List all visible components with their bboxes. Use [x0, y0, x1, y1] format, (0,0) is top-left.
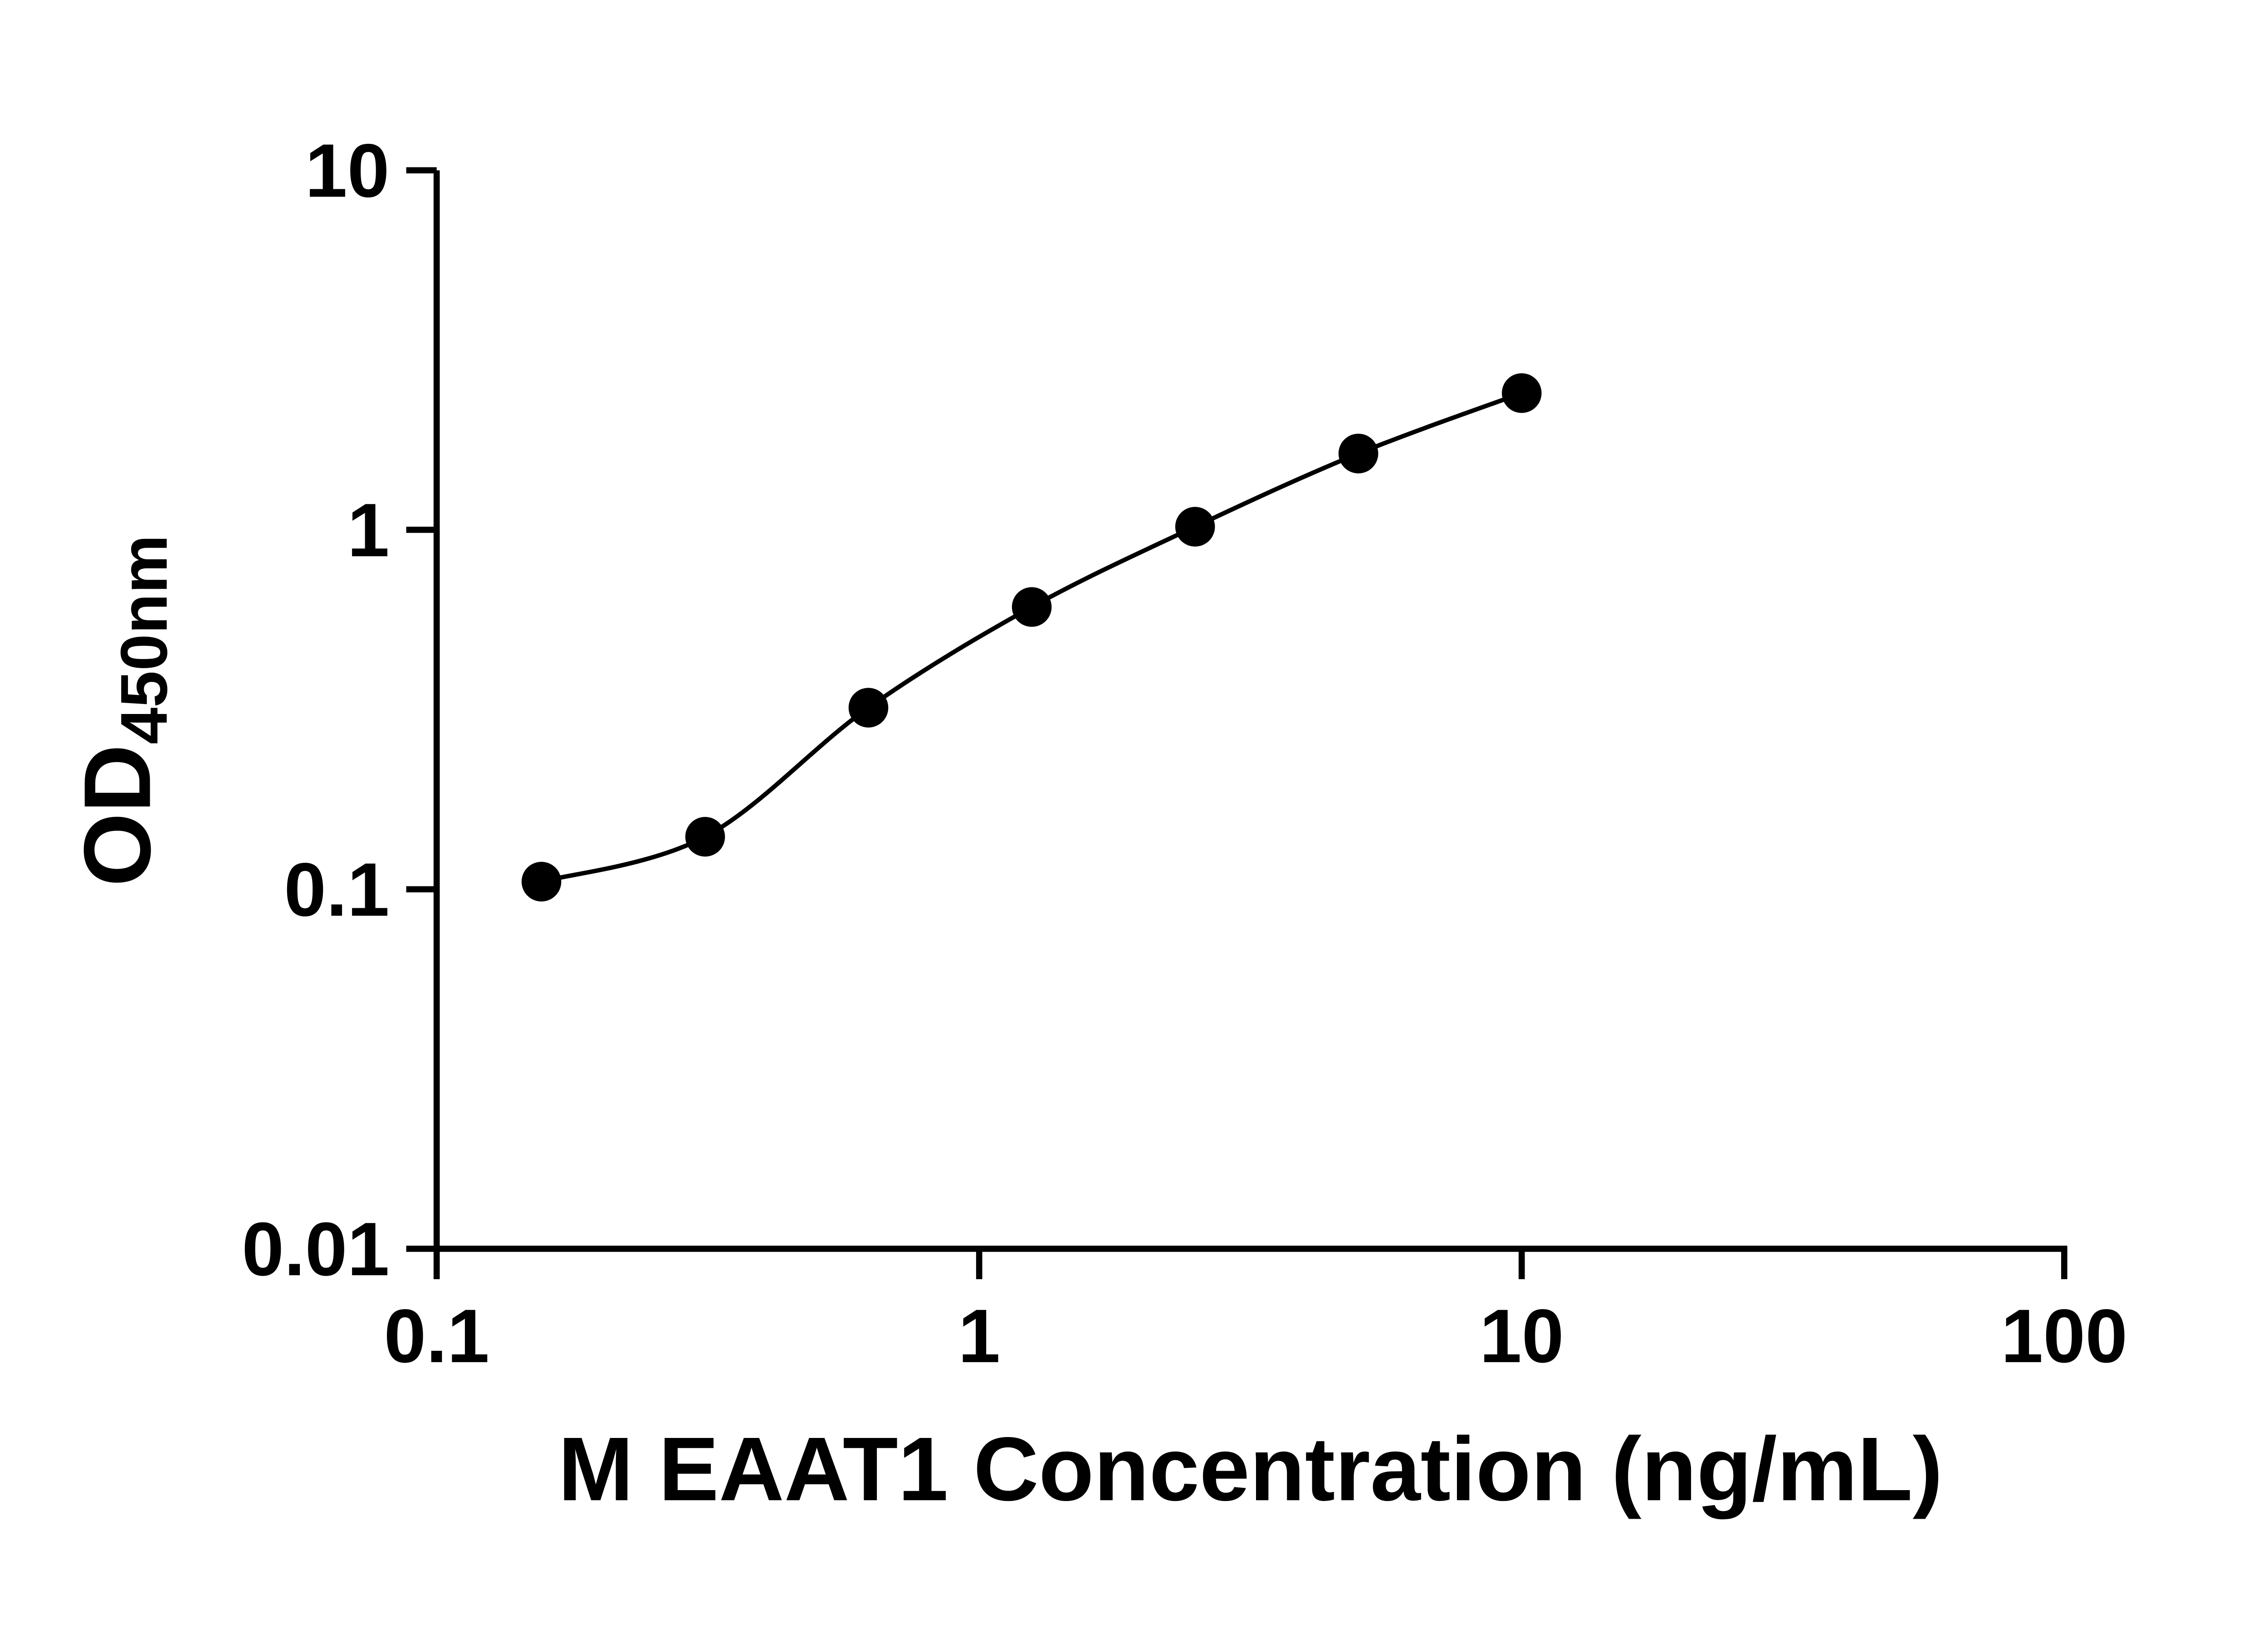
fit-curve [541, 391, 1523, 884]
data-point-marker [1175, 507, 1215, 547]
data-point-marker [521, 861, 562, 902]
data-point-marker [1338, 434, 1378, 474]
y-axis-title-main: OD [65, 744, 171, 887]
y-tick-label: 0.01 [242, 1207, 390, 1291]
data-point-marker [1012, 587, 1052, 627]
y-axis-title-subscript: 450nm [107, 535, 181, 744]
x-tick-label: 1 [958, 1294, 1000, 1379]
data-point-marker [1501, 373, 1542, 413]
x-tick-label: 10 [1480, 1294, 1564, 1379]
y-axis-title: OD450nm [65, 535, 181, 887]
x-axis-title: M EAAT1 Concentration (ng/mL) [558, 1419, 1943, 1520]
data-point-marker [848, 688, 889, 728]
x-tick-label: 0.1 [384, 1294, 489, 1379]
y-tick-label: 0.1 [284, 848, 390, 932]
x-tick-label: 100 [2001, 1294, 2127, 1379]
data-point-marker [685, 816, 725, 857]
y-tick-label: 1 [347, 488, 390, 572]
y-tick-label: 10 [305, 129, 390, 213]
